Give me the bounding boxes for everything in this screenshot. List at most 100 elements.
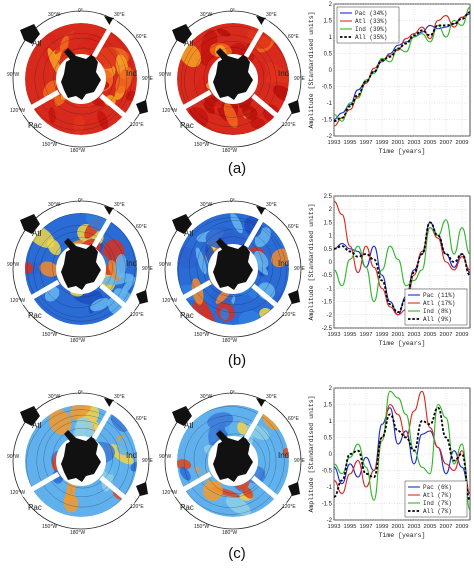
- legend-label: Pac (6%): [423, 484, 452, 491]
- y-tick-label: 0.5: [324, 52, 333, 58]
- series-line-all: [333, 11, 471, 123]
- longitude-label: 30°W: [200, 394, 213, 400]
- basin-label: Ind: [278, 259, 289, 268]
- longitude-label: 90°E: [294, 266, 306, 272]
- map-c-left: Atl Ind Pac 0° 30°E 30°W 60°E 90°E 90°W 120°W 120°…: [6, 386, 156, 536]
- longitude-label: 180°W: [70, 338, 85, 344]
- legend-label: Pac (11%): [423, 292, 455, 299]
- legend-label: Atl (17%): [423, 300, 455, 307]
- x-tick-label: 2009: [456, 524, 469, 530]
- x-tick-label: 2007: [440, 332, 453, 338]
- map-a-left: Atl Ind Pac 0° 30°E 30°W 60°E 90°E 90°W 120°W 120°…: [6, 4, 156, 154]
- longitude-label: 90°E: [142, 266, 154, 272]
- longitude-label: 180°W: [222, 338, 237, 344]
- legend-label: Ind (8%): [423, 308, 452, 315]
- antarctica-shape: [213, 54, 253, 100]
- longitude-label: 120°W: [10, 108, 25, 114]
- longitude-label: 0°: [230, 198, 235, 204]
- y-tick-label: -0.5: [322, 85, 333, 91]
- australia-shape: [136, 482, 148, 496]
- y-tick-label: 1.5: [324, 220, 333, 226]
- y-tick-label: 2.5: [324, 194, 333, 200]
- y-tick-label: 1.5: [324, 403, 333, 409]
- australia-shape: [136, 100, 148, 114]
- x-tick-label: 1995: [344, 140, 357, 146]
- australia-shape: [288, 290, 300, 304]
- basin-label: Pac: [180, 503, 194, 512]
- series-line-ind: [333, 390, 471, 511]
- africa-shape: [104, 398, 114, 408]
- africa-shape: [104, 206, 114, 216]
- basin-label: Ind: [126, 451, 137, 460]
- longitude-label: 90°E: [294, 76, 306, 82]
- series-line-ind: [333, 219, 471, 303]
- antarctica-shape: [213, 436, 253, 482]
- series-line-all: [333, 221, 471, 314]
- x-tick-label: 1999: [376, 332, 389, 338]
- longitude-label: 60°E: [136, 34, 148, 40]
- map-b-left: Atl Ind Pac 0° 30°E 30°W 60°E 90°E 90°W 120°W 120°…: [6, 194, 156, 344]
- antarctica-shape: [61, 54, 101, 100]
- longitude-label: 30°E: [114, 12, 126, 18]
- y-tick-label: -1: [327, 101, 333, 107]
- longitude-label: 0°: [230, 8, 235, 14]
- australia-shape: [288, 482, 300, 496]
- longitude-label: 0°: [230, 390, 235, 396]
- longitude-label: 30°W: [48, 394, 61, 400]
- longitude-label: 90°E: [142, 76, 154, 82]
- y-tick-label: 0: [329, 68, 333, 74]
- longitude-label: 90°E: [294, 458, 306, 464]
- legend-label: Atl (7%): [423, 492, 452, 499]
- longitude-label: 90°W: [7, 454, 20, 460]
- y-tick-label: 1: [329, 419, 333, 425]
- antarctica-shape: [61, 244, 101, 290]
- longitude-label: 30°E: [266, 394, 278, 400]
- x-tick-label: 2003: [408, 332, 421, 338]
- x-tick-label: 2001: [392, 524, 405, 530]
- x-tick-label: 2005: [424, 332, 437, 338]
- x-tick-label: 1995: [344, 524, 357, 530]
- series-line-pac: [333, 221, 471, 316]
- longitude-label: 30°E: [114, 202, 126, 208]
- longitude-label: 120°E: [130, 312, 144, 318]
- x-tick-label: 2001: [392, 332, 405, 338]
- basin-label: Pac: [180, 311, 194, 320]
- longitude-label: 0°: [78, 390, 83, 396]
- panel-label-c: (c): [228, 545, 246, 562]
- series-line-all: [333, 406, 471, 502]
- longitude-label: 150°W: [194, 524, 209, 530]
- y-axis-label: Amplitude [Standardised units]: [308, 11, 315, 128]
- figure-row-b: Atl Ind Pac 0° 30°E 30°W 60°E 90°E 90°W 120°W 120°…: [0, 186, 474, 371]
- longitude-label: 120°W: [162, 108, 177, 114]
- longitude-label: 30°E: [266, 12, 278, 18]
- x-tick-label: 1993: [328, 524, 341, 530]
- south-america-shape: [172, 24, 192, 44]
- basin-label: Atl: [32, 229, 42, 238]
- x-tick-label: 2003: [408, 140, 421, 146]
- longitude-label: 30°W: [200, 202, 213, 208]
- y-tick-label: 0: [329, 452, 333, 458]
- x-tick-label: 1997: [360, 524, 373, 530]
- basin-label: Atl: [184, 421, 194, 430]
- x-axis-label: Time [years]: [379, 532, 426, 539]
- basin-label: Atl: [32, 39, 42, 48]
- africa-shape: [256, 16, 266, 26]
- longitude-label: 120°W: [162, 298, 177, 304]
- x-tick-label: 1995: [344, 332, 357, 338]
- longitude-label: 90°W: [7, 262, 20, 268]
- longitude-label: 120°E: [282, 312, 296, 318]
- basin-label: Pac: [28, 311, 42, 320]
- y-tick-label: -1.5: [322, 118, 333, 124]
- x-tick-label: 2009: [456, 140, 469, 146]
- y-tick-label: -1.5: [322, 300, 333, 306]
- longitude-label: 60°E: [136, 224, 148, 230]
- x-tick-label: 1999: [376, 140, 389, 146]
- longitude-label: 180°W: [70, 530, 85, 536]
- x-tick-label: 2001: [392, 140, 405, 146]
- legend-label: Atl (33%): [355, 18, 387, 25]
- y-axis-label: Amplitude [Standardised units]: [308, 203, 315, 320]
- longitude-label: 180°W: [222, 530, 237, 536]
- y-tick-label: -2: [327, 518, 333, 524]
